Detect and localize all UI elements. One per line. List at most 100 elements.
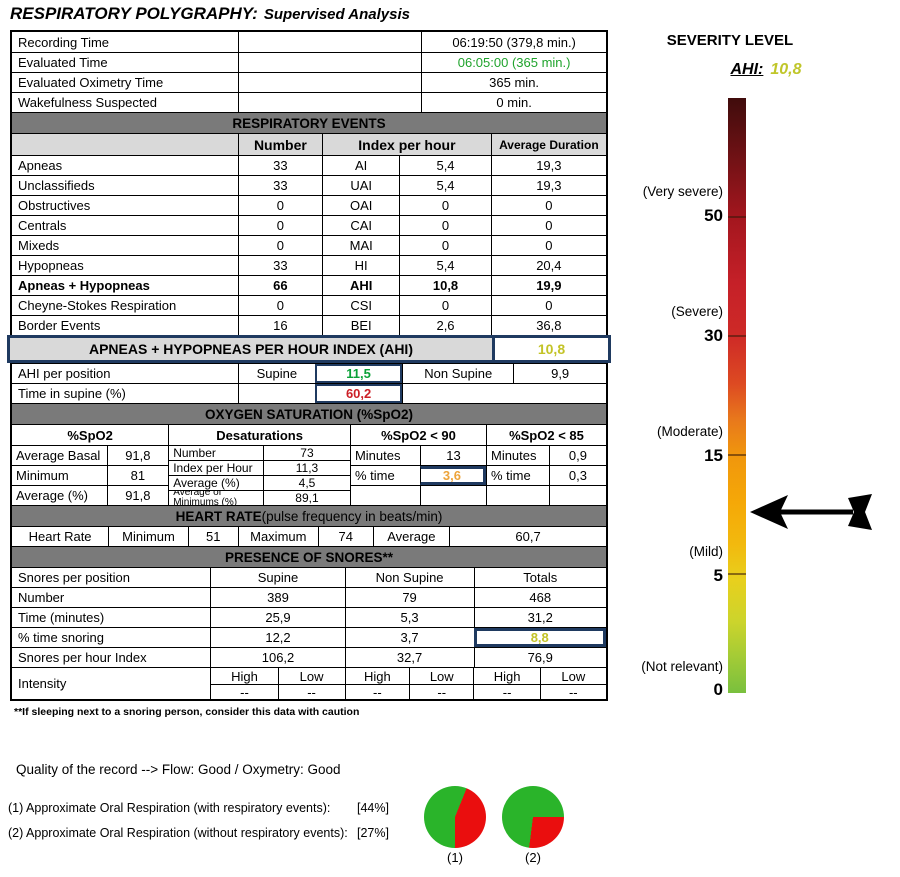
table-row: Evaluated Oximetry Time 365 min. (12, 72, 606, 92)
avg-value: 60,7 (449, 527, 606, 546)
supine-value: 389 (210, 588, 344, 607)
table-row: Obstructives 0 OAI 0 0 (12, 195, 606, 215)
row-value: 0,9 (548, 446, 606, 465)
table-row: Centrals 0 CAI 0 0 (12, 215, 606, 235)
table-row: Average of Minimums (%) 89,1 (169, 490, 350, 505)
intensity-low-header: Low (409, 668, 473, 684)
gauge-level-tick: 5 (713, 566, 723, 585)
info-value: 06:19:50 (379,8 min.) (421, 32, 606, 52)
row-label: Time (minutes) (18, 610, 105, 625)
row-label: Average Basal (16, 448, 101, 463)
event-abbr: AI (322, 156, 399, 175)
gauge-level-name: (Very severe) (642, 184, 723, 199)
event-abbr: UAI (322, 176, 399, 195)
row-label: Snores per hour Index (18, 650, 147, 665)
pie-chart-2 (502, 786, 564, 848)
supine-time-label: Time in supine (%) (18, 386, 126, 401)
gauge-level-tick: 30 (704, 326, 723, 345)
ahi-summary-row: APNEAS + HYPOPNEAS PER HOUR INDEX (AHI) … (7, 335, 611, 363)
event-number: 66 (237, 276, 322, 295)
severity-ahi-label: AHI: (730, 61, 764, 78)
supine-value: 106,2 (210, 648, 344, 667)
heart-rate-band-title: HEART RATE (175, 508, 262, 524)
empty-cell (237, 32, 422, 52)
column-header: Index per hour (322, 134, 491, 155)
heart-rate-band-note: (pulse frequency in beats/min) (261, 508, 443, 524)
severity-gauge-bar (728, 98, 746, 693)
table-row: Evaluated Time 06:05:00 (365 min.) (12, 52, 606, 72)
ahi-summary-label: APNEAS + HYPOPNEAS PER HOUR INDEX (AHI) (88, 341, 413, 357)
event-abbr: MAI (322, 236, 399, 255)
table-row: Snores per hour Index 106,2 32,7 76,9 (12, 647, 606, 667)
intensity-value: -- (539, 684, 606, 699)
event-number: 16 (237, 316, 322, 335)
row-value: 81 (106, 466, 169, 485)
event-label: Apneas (18, 158, 63, 173)
event-duration: 20,4 (490, 256, 606, 275)
heart-rate-band: HEART RATE (pulse frequency in beats/min… (12, 505, 606, 526)
column-header: Number (237, 134, 323, 155)
min-value: 51 (187, 527, 238, 546)
event-abbr: HI (322, 256, 399, 275)
event-number: 33 (237, 156, 322, 175)
snoring-footnote: **If sleeping next to a snoring person, … (14, 706, 360, 718)
table-row: Wakefulness Suspected 0 min. (12, 92, 606, 112)
event-index: 10,8 (399, 276, 490, 295)
table-row: Unclassifieds 33 UAI 5,4 19,3 (12, 175, 606, 195)
snores-header-label: Snores per position (18, 570, 131, 585)
supine-time-value: 60,2 (314, 384, 403, 403)
event-number: 0 (237, 296, 322, 315)
event-index: 0 (399, 216, 490, 235)
row-label: Average (%) (173, 476, 240, 490)
event-abbr: AHI (322, 276, 399, 295)
row-label: Minutes (490, 448, 537, 463)
nonsupine-value: 3,7 (344, 628, 474, 647)
intensity-high-header: High (210, 668, 277, 684)
empty-cell (237, 384, 315, 403)
nonsupine-value: 5,3 (344, 608, 474, 627)
snores-header-nonsupine: Non Supine (344, 568, 474, 587)
ahi-supine-value: 11,5 (314, 364, 403, 383)
oral-respiration-line-1: (1) Approximate Oral Respiration (with r… (8, 801, 331, 815)
column-header: Average Duration (490, 134, 606, 155)
intensity-low-header: Low (277, 668, 345, 684)
info-value: 0 min. (421, 93, 606, 112)
max-value: 74 (317, 527, 373, 546)
event-label: Unclassifieds (18, 178, 95, 193)
event-number: 33 (237, 176, 322, 195)
row-label: Average of Minimums (%) (173, 491, 238, 505)
row-value: 0,3 (548, 466, 606, 485)
event-number: 33 (237, 256, 322, 275)
intensity-label: Intensity (18, 676, 67, 691)
min-label: Minimum (108, 527, 188, 546)
nonsupine-value: 79 (344, 588, 474, 607)
respiratory-events-band: RESPIRATORY EVENTS (12, 112, 606, 133)
gauge-level-name: (Moderate) (656, 424, 723, 439)
intensity-value: -- (277, 684, 345, 699)
table-row: Number 73 (169, 445, 350, 460)
intensity-value: -- (473, 684, 540, 699)
info-table: Recording Time 06:19:50 (379,8 min.) Eva… (12, 32, 606, 112)
spo2-below-85-block: %SpO2 < 85 Minutes 0,9 % time 0,3 (485, 425, 606, 505)
table-row: Average (%) 4,5 (169, 475, 350, 490)
empty-cell (402, 384, 606, 403)
heart-rate-label: Heart Rate (28, 529, 92, 544)
row-value: 13 (419, 446, 486, 465)
info-label: Evaluated Oximetry Time (18, 75, 164, 90)
intensity-low-header: Low (539, 668, 606, 684)
gauge-tick-30 (728, 335, 746, 337)
event-abbr: CAI (322, 216, 399, 235)
row-label: Average (%) (16, 488, 89, 503)
empty-cell (237, 93, 422, 112)
table-row: Apneas + Hypopneas 66 AHI 10,8 19,9 (12, 275, 606, 295)
event-index: 2,6 (399, 316, 490, 335)
pie-chart-1 (424, 786, 486, 848)
table-row: Mixeds 0 MAI 0 0 (12, 235, 606, 255)
row-label: Minimum (16, 468, 69, 483)
gauge-tick-15 (728, 454, 746, 456)
intensity-high-header: High (344, 668, 409, 684)
event-duration: 19,3 (490, 156, 606, 175)
table-row: Minimum 81 (12, 465, 169, 485)
row-value: 4,5 (263, 476, 350, 490)
desaturations-block: Desaturations Number 73 Index per Hour 1… (168, 425, 350, 505)
